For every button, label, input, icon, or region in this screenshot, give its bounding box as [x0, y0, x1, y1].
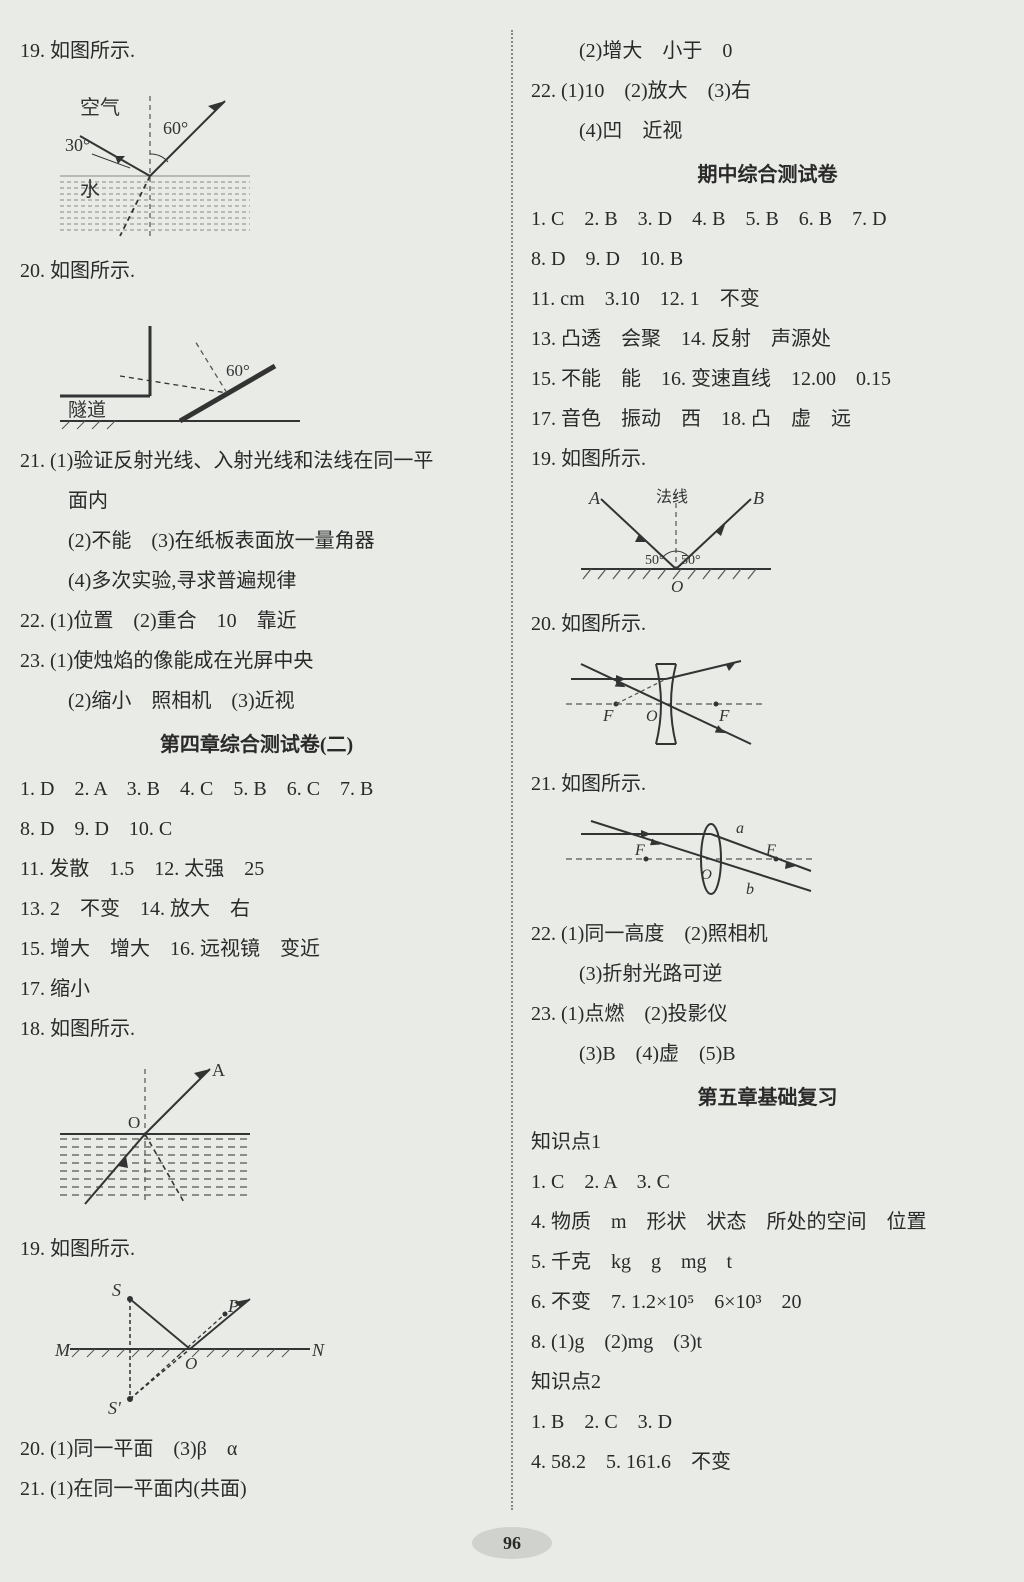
- figr21-F1: F: [634, 842, 645, 859]
- page-number: 96: [472, 1527, 552, 1559]
- right-column: (2)增大 小于 0 22. (1)10 (2)放大 (3)右 (4)凹 近视 …: [519, 30, 1004, 1510]
- q19-text: 19. 如图所示.: [20, 32, 493, 70]
- rmc1: 1. C 2. B 3. D 4. B 5. B 6. B 7. D: [531, 200, 1004, 238]
- figr19-50r: 50°: [681, 553, 701, 568]
- r21: 21. 如图所示.: [531, 765, 1004, 803]
- r15: 15. 不能 能 16. 变速直线 12.00 0.15: [531, 360, 1004, 398]
- fig19-air: 空气: [80, 96, 120, 119]
- heading-ch5: 第五章基础复习: [531, 1079, 1004, 1117]
- page-content: 19. 如图所示.: [0, 30, 1024, 1510]
- r22b: (4)凹 近视: [531, 112, 1004, 150]
- k2b: 4. 58.2 5. 161.6 不变: [531, 1443, 1004, 1481]
- k1a: 1. C 2. A 3. C: [531, 1163, 1004, 1201]
- k1c: 5. 千克 kg g mg t: [531, 1243, 1004, 1281]
- figr20-F2: F: [718, 706, 730, 725]
- q23-line1: 23. (1)使烛焰的像能成在光屏中央: [20, 642, 493, 680]
- fig20-tunnel: 隧道: [68, 399, 106, 421]
- r22a: 22. (1)10 (2)放大 (3)右: [531, 72, 1004, 110]
- rmc2: 8. D 9. D 10. B: [531, 240, 1004, 278]
- fig-r20-concave-lens: F F O: [561, 649, 771, 759]
- column-divider: [511, 30, 513, 1510]
- r22c: (3)折射光路可逆: [531, 955, 1004, 993]
- rtop1: (2)增大 小于 0: [531, 32, 1004, 70]
- r22-line: 22. (1)同一高度 (2)照相机: [531, 915, 1004, 953]
- fig19b-M: M: [54, 1340, 71, 1360]
- fig-r19-reflection: A B 法线 50° 50° O: [561, 484, 791, 599]
- mc-row2: 8. D 9. D 10. C: [20, 810, 493, 848]
- k1b: 4. 物质 m 形状 状态 所处的空间 位置: [531, 1203, 1004, 1241]
- r13: 13. 凸透 会聚 14. 反射 声源处: [531, 320, 1004, 358]
- q21-line4: (4)多次实验,寻求普遍规律: [20, 562, 493, 600]
- fig19-angle60: 60°: [163, 118, 188, 138]
- fig20-angle: 60°: [226, 361, 250, 380]
- kp2: 知识点2: [531, 1363, 1004, 1401]
- r19: 19. 如图所示.: [531, 440, 1004, 478]
- figr21-O: O: [701, 867, 712, 883]
- l17: 17. 缩小: [20, 970, 493, 1008]
- figr19-A: A: [588, 488, 601, 508]
- mc-row1: 1. D 2. A 3. B 4. C 5. B 6. C 7. B: [20, 770, 493, 808]
- l15: 15. 增大 增大 16. 远视镜 变近: [20, 930, 493, 968]
- figr21-b: b: [746, 881, 754, 898]
- r23a: 23. (1)点燃 (2)投影仪: [531, 995, 1004, 1033]
- k1e: 8. (1)g (2)mg (3)t: [531, 1323, 1004, 1361]
- left-column: 19. 如图所示.: [20, 30, 505, 1510]
- k1d: 6. 不变 7. 1.2×10⁵ 6×10³ 20: [531, 1283, 1004, 1321]
- r23b: (3)B (4)虚 (5)B: [531, 1035, 1004, 1073]
- q23-line2: (2)缩小 照相机 (3)近视: [20, 682, 493, 720]
- fig18-A: A: [212, 1060, 225, 1080]
- fig-20-tunnel: 60° 隧道: [50, 296, 310, 436]
- figr21-a: a: [736, 820, 744, 837]
- page-number-container: 96: [0, 1524, 1024, 1562]
- r17: 17. 音色 振动 西 18. 凸 虚 远: [531, 400, 1004, 438]
- l11: 11. 发散 1.5 12. 太强 25: [20, 850, 493, 888]
- q21-line2: 面内: [20, 482, 493, 520]
- q20-text: 20. 如图所示.: [20, 252, 493, 290]
- fig-19b-mirror: M N S S' O P: [50, 1274, 330, 1424]
- fig19b-N: N: [311, 1340, 325, 1360]
- l13: 13. 2 不变 14. 放大 右: [20, 890, 493, 928]
- figr19-O: O: [671, 577, 683, 596]
- l20b: 20. (1)同一平面 (3)β α: [20, 1430, 493, 1468]
- l18: 18. 如图所示.: [20, 1010, 493, 1048]
- q21-line3: (2)不能 (3)在纸板表面放一量角器: [20, 522, 493, 560]
- l21b: 21. (1)在同一平面内(共面): [20, 1470, 493, 1508]
- fig19-water: 水: [80, 178, 100, 201]
- q22-text: 22. (1)位置 (2)重合 10 靠近: [20, 602, 493, 640]
- q21-line1: 21. (1)验证反射光线、入射光线和法线在同一平: [20, 442, 493, 480]
- k2a: 1. B 2. C 3. D: [531, 1403, 1004, 1441]
- heading-midterm: 期中综合测试卷: [531, 156, 1004, 194]
- figr19-50l: 50°: [645, 553, 665, 568]
- fig19b-S: S: [112, 1280, 121, 1300]
- fig-19-refraction: 30° 60° 空气 水: [50, 76, 260, 246]
- fig19b-Sp: S': [108, 1398, 122, 1418]
- fig-18-water: A O: [50, 1054, 260, 1224]
- figr19-B: B: [753, 488, 764, 508]
- heading-ch4-test2: 第四章综合测试卷(二): [20, 726, 493, 764]
- figr20-O: O: [646, 708, 658, 725]
- r20: 20. 如图所示.: [531, 605, 1004, 643]
- figr20-F1: F: [602, 706, 614, 725]
- fig18-O: O: [128, 1113, 140, 1132]
- fig19b-O: O: [185, 1354, 197, 1373]
- r11: 11. cm 3.10 12. 1 不变: [531, 280, 1004, 318]
- fig-r21-convex-lens: F F O a b: [561, 809, 821, 909]
- kp1: 知识点1: [531, 1123, 1004, 1161]
- figr19-normal: 法线: [656, 488, 688, 506]
- l19b: 19. 如图所示.: [20, 1230, 493, 1268]
- fig19-angle30: 30°: [65, 135, 90, 155]
